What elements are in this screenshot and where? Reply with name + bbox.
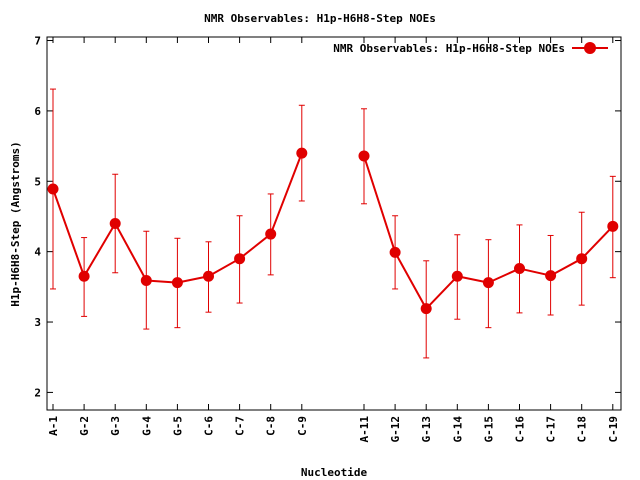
x-tick-label: G-2 [78, 416, 91, 436]
y-tick-label: 4 [34, 246, 41, 259]
x-tick-label: A-11 [358, 416, 371, 443]
data-point [607, 220, 619, 232]
x-tick-label: G-4 [140, 416, 153, 436]
x-axis-label: Nucleotide [301, 466, 368, 479]
x-tick-label: A-1 [47, 416, 60, 436]
y-tick-label: 6 [34, 105, 41, 118]
data-point [545, 270, 557, 282]
x-tick-label: C-6 [203, 416, 216, 436]
data-point [358, 150, 370, 162]
x-axis: A-1 G-2 G-3 G-4 G-5 C-6 C-7 C-8 C-9 A-11 G-12 G-13 G… [47, 37, 620, 443]
data-point [171, 277, 183, 289]
data-point [482, 277, 494, 289]
x-tick-label: G-5 [171, 416, 184, 436]
data-points [47, 147, 619, 315]
data-point [109, 218, 121, 229]
x-tick-label: C-7 [234, 416, 247, 436]
y-tick-label: 2 [34, 386, 41, 399]
legend-marker [584, 42, 596, 54]
x-tick-label: G-12 [389, 416, 402, 443]
data-point [389, 246, 401, 258]
series-lines [52, 152, 614, 310]
data-point [420, 303, 432, 315]
x-tick-label: G-3 [109, 416, 122, 436]
data-point [451, 270, 463, 282]
y-tick-label: 3 [34, 316, 41, 329]
x-tick-label: C-9 [296, 416, 309, 436]
legend: NMR Observables: H1p-H6H8-Step NOEs [333, 42, 608, 55]
data-point [576, 253, 588, 265]
y-tick-label: 7 [34, 35, 41, 48]
data-point [78, 270, 90, 282]
x-tick-label: C-16 [514, 416, 527, 443]
data-point [265, 228, 277, 240]
data-point [296, 147, 308, 159]
x-tick-label: G-13 [420, 416, 433, 443]
data-point [514, 263, 525, 275]
data-point [203, 270, 214, 282]
data-point [234, 253, 246, 265]
data-point [140, 275, 152, 287]
data-point [47, 183, 59, 195]
x-tick-label: C-18 [576, 416, 589, 443]
x-tick-label: G-14 [451, 416, 464, 443]
legend-label: NMR Observables: H1p-H6H8-Step NOEs [333, 42, 565, 55]
error-bars [50, 88, 616, 359]
y-axis: 2 3 4 5 6 7 [34, 35, 621, 399]
x-tick-label: C-19 [607, 416, 620, 443]
y-tick-label: 5 [34, 175, 41, 188]
y-axis-label: H1p-H6H8-Step (Angstroms) [9, 141, 22, 307]
x-tick-label: G-15 [482, 416, 495, 443]
chart-title: NMR Observables: H1p-H6H8-Step NOEs [204, 12, 436, 25]
x-tick-label: C-8 [265, 416, 278, 436]
x-tick-label: C-17 [545, 416, 558, 443]
plot-frame [46, 36, 622, 411]
